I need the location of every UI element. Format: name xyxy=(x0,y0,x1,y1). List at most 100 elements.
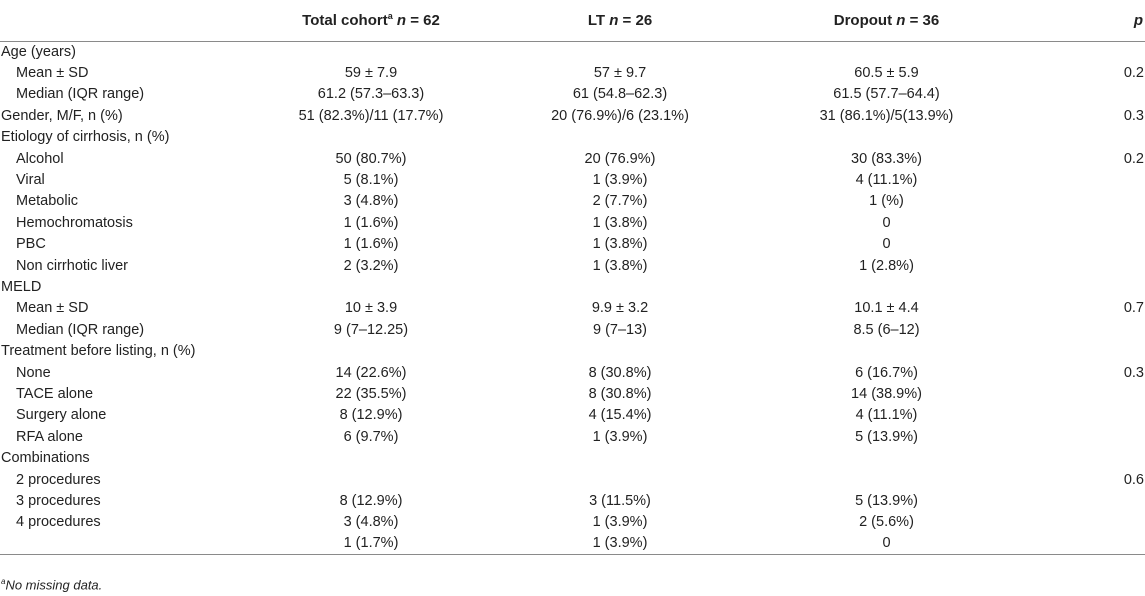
cell-lt: 1 (3.9%) xyxy=(502,532,738,555)
header-blank xyxy=(0,0,240,42)
cell-dropout: 4 (11.1%) xyxy=(855,172,918,189)
cell-dropout: 1 (2.8%) xyxy=(859,257,914,274)
row-label: TACE alone xyxy=(16,385,94,402)
cell-total-cohort: 3 (4.8%) xyxy=(343,193,399,210)
cell-dropout: 30 (83.3%) xyxy=(851,150,922,167)
cell-p-value xyxy=(1035,84,1145,105)
table-row: PBC 1 (1.6%) 1 (3.8%) 0 xyxy=(0,234,1145,255)
cell-total-cohort xyxy=(240,276,502,297)
cell-lt xyxy=(502,447,738,468)
table-row: 4 procedures 3 (4.8%) 1 (3.9%) 2 (5.6%) xyxy=(0,512,1145,533)
cell-lt: 1 (3.9%) xyxy=(592,514,648,531)
cell-total-cohort: 61.2 (57.3–63.3) xyxy=(317,86,425,103)
cell-dropout xyxy=(738,469,1035,490)
cell-total-cohort: 50 (80.7%) xyxy=(335,150,407,167)
cell-p-value xyxy=(1035,276,1145,297)
table-row: Alcohol 50 (80.7%) 20 (76.9%) 30 (83.3%) 0.2 xyxy=(0,148,1145,169)
cell-lt xyxy=(502,41,738,62)
row-label: Alcohol xyxy=(16,150,64,167)
row-label: Mean ± SD xyxy=(16,65,89,82)
row-label: Metabolic xyxy=(16,193,79,210)
table-row: Surgery alone 8 (12.9%) 4 (15.4%) 4 (11.1%) xyxy=(0,405,1145,426)
cell-p-value: 0.3 xyxy=(1123,107,1144,124)
footnote-text: No missing data. xyxy=(5,577,103,593)
row-label xyxy=(0,532,240,555)
cell-lt: 57 ± 9.7 xyxy=(593,65,647,82)
cell-lt: 1 (3.8%) xyxy=(592,236,648,253)
cell-p-value xyxy=(1035,191,1145,212)
cell-total-cohort: 59 ± 7.9 xyxy=(344,65,398,82)
table-row: TACE alone 22 (35.5%) 8 (30.8%) 14 (38.9%) xyxy=(0,383,1145,404)
table-row: Mean ± SD 10 ± 3.9 9.9 ± 3.2 10.1 ± 4.4 0.7 xyxy=(0,298,1145,319)
row-label: Hemochromatosis xyxy=(16,214,133,231)
header-lt-count: = 26 xyxy=(622,11,653,29)
header-total-sup: a xyxy=(387,11,393,22)
table-row: Gender, M/F, n (%) 51 (82.3%)/11 (17.7%) 2… xyxy=(0,105,1145,126)
cell-dropout xyxy=(738,447,1035,468)
header-dropout: Dropout n = 36 xyxy=(738,0,1035,42)
data-table: Total cohorta n = 62 LT n = 26 Dropout n… xyxy=(0,0,1145,555)
table-row: 1 (1.7%) 1 (3.9%) 0 xyxy=(0,532,1145,555)
cell-total-cohort: 22 (35.5%) xyxy=(335,385,407,402)
cell-p-value: 0.3 xyxy=(1123,364,1144,381)
cell-p-value xyxy=(1035,340,1145,361)
table-row: Etiology of cirrhosis, n (%) xyxy=(0,127,1145,148)
cell-total-cohort: 14 (22.6%) xyxy=(335,364,407,381)
table-body: Age (years) Mean ± SD 59 ± 7.9 57 ± 9.7 60.5… xyxy=(0,41,1145,555)
cell-lt xyxy=(502,276,738,297)
row-label: 4 procedures xyxy=(16,514,101,531)
cell-total-cohort xyxy=(240,469,502,490)
table-row: 2 procedures 0.6 xyxy=(0,469,1145,490)
cell-total-cohort: 1 (1.7%) xyxy=(240,532,502,555)
cell-dropout: 60.5 ± 5.9 xyxy=(854,65,919,82)
header-total-count: = 62 xyxy=(410,12,440,30)
cell-lt: 61 (54.8–62.3) xyxy=(572,86,668,103)
footnote: aNo missing data. xyxy=(1,577,102,592)
cell-total-cohort: 5 (8.1%) xyxy=(343,172,399,189)
row-label: 2 procedures xyxy=(16,471,101,488)
table-row: Combinations xyxy=(0,447,1145,468)
cell-lt: 1 (3.9%) xyxy=(592,172,648,189)
header-dropout-n: n xyxy=(896,11,906,29)
cell-p-value xyxy=(1035,41,1145,62)
header-total-n: n xyxy=(396,12,407,30)
row-label: Non cirrhotic liver xyxy=(16,257,128,274)
row-label: Mean ± SD xyxy=(16,300,89,317)
cell-p-value xyxy=(1035,169,1145,190)
footnote-sup: a xyxy=(1,577,6,586)
cell-lt: 4 (15.4%) xyxy=(588,407,652,424)
cell-lt: 8 (30.8%) xyxy=(588,364,652,381)
cell-total-cohort: 6 (9.7%) xyxy=(343,428,399,445)
cell-p-value: 0.2 xyxy=(1123,150,1144,167)
cell-lt: 8 (30.8%) xyxy=(588,385,652,402)
cell-dropout: 14 (38.9%) xyxy=(851,385,922,402)
cell-p-value xyxy=(1035,532,1145,555)
header-p-value: p xyxy=(1035,0,1145,42)
header-lt-label: LT xyxy=(587,11,606,29)
cell-p-value xyxy=(1035,426,1145,447)
cell-p-value xyxy=(1035,447,1145,468)
header-total-label: Total cohort xyxy=(302,12,388,30)
cell-lt: 20 (76.9%) xyxy=(584,150,656,167)
row-label: Viral xyxy=(16,172,45,189)
cell-total-cohort: 10 ± 3.9 xyxy=(344,300,398,317)
table-row: Age (years) xyxy=(0,41,1145,62)
table-row: RFA alone 6 (9.7%) 1 (3.9%) 5 (13.9%) xyxy=(0,426,1145,447)
cell-lt: 9.9 ± 3.2 xyxy=(591,300,649,317)
cell-dropout: 1 (%) xyxy=(869,193,904,210)
cell-total-cohort xyxy=(240,127,502,148)
row-label: 3 procedures xyxy=(16,492,101,509)
cell-p-value xyxy=(1035,319,1145,340)
table-row: Median (IQR range) 61.2 (57.3–63.3) 61 (54… xyxy=(0,84,1145,105)
header-dropout-count: = 36 xyxy=(909,11,940,29)
cell-lt xyxy=(502,469,738,490)
table-row: Viral 5 (8.1%) 1 (3.9%) 4 (11.1%) xyxy=(0,169,1145,190)
cell-total-cohort xyxy=(240,447,502,468)
cell-lt: 2 (7.7%) xyxy=(592,193,648,210)
cell-p-value: 0.7 xyxy=(1123,300,1144,317)
table-row: Non cirrhotic liver 2 (3.2%) 1 (3.8%) 1 (2.… xyxy=(0,255,1145,276)
cell-dropout xyxy=(738,276,1035,297)
cell-total-cohort: 3 (4.8%) xyxy=(343,514,399,531)
table-row: Hemochromatosis 1 (1.6%) 1 (3.8%) 0 xyxy=(0,212,1145,233)
